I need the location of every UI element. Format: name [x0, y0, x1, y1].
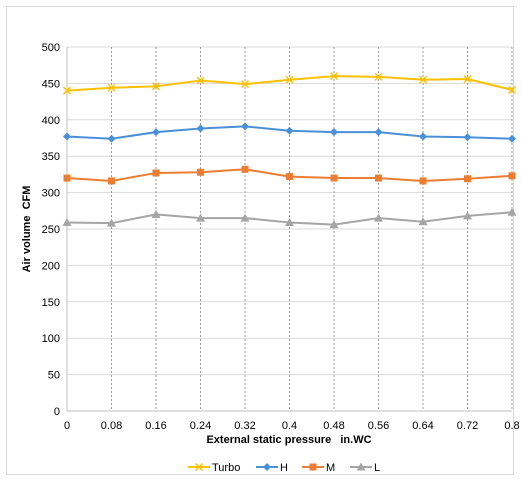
data-point-h [374, 128, 383, 137]
data-point-h [152, 128, 160, 137]
data-point-m [375, 174, 382, 182]
data-point-m [197, 168, 204, 176]
legend-marker-turbo [194, 462, 204, 472]
data-point-m [330, 174, 338, 182]
data-point-l [374, 213, 383, 222]
axes-layer [66, 47, 512, 412]
data-point-h [463, 133, 472, 142]
data-point-turbo [418, 75, 428, 84]
data-point-h [508, 134, 516, 143]
data-point-h [241, 122, 249, 131]
legend-marker-h [263, 463, 271, 471]
labels-layer: 0 50 100 150 200 250 300 350 400 450 500 0 0.08 0.16 0… [42, 42, 520, 432]
data-point-h [285, 126, 294, 135]
data-point-l [507, 207, 517, 216]
y-tick-label: 400 [42, 115, 60, 127]
y-axis-title: Air volume CFM [21, 186, 33, 273]
y-tick-label: 0 [54, 406, 60, 418]
data-point-m [419, 177, 427, 185]
legend-item-h: H [256, 462, 288, 474]
data-point-l [62, 217, 72, 226]
data-point-turbo [196, 76, 205, 85]
x-tick-label: 0.64 [412, 420, 433, 432]
data-point-l [151, 209, 161, 218]
data-point-turbo [463, 75, 472, 84]
x-tick-label: 0.56 [368, 420, 389, 432]
data-point-turbo [374, 72, 383, 81]
x-axis-title: External static pressure in.WC [206, 434, 371, 446]
series-m [63, 165, 516, 185]
y-tick-label: 300 [42, 188, 60, 200]
data-point-l [240, 213, 250, 222]
x-tick-label: 0 [64, 420, 70, 432]
chart-frame [6, 6, 514, 475]
x-tick-label: 0.4 [282, 420, 297, 432]
data-point-h [107, 134, 116, 143]
x-tick-label: 0.48 [323, 420, 344, 432]
legend-label-turbo: Turbo [212, 462, 240, 474]
y-tick-label: 100 [42, 333, 60, 345]
legend-marker-l [356, 462, 366, 471]
y-tick-label: 50 [48, 370, 60, 382]
data-point-turbo [151, 82, 161, 91]
y-tick-label: 350 [42, 151, 60, 163]
data-point-h [196, 124, 205, 133]
grid-layer [67, 46, 513, 411]
data-point-h [330, 128, 338, 137]
legend-marker-m [309, 463, 317, 471]
legend-item-turbo: Turbo [188, 462, 240, 474]
y-tick-label: 500 [42, 42, 60, 54]
x-tick-label: 0.16 [145, 420, 166, 432]
data-point-turbo [507, 85, 517, 94]
data-point-l [107, 218, 116, 227]
data-point-turbo [329, 72, 339, 81]
data-point-l [463, 211, 472, 220]
legend-label-m: M [326, 462, 335, 474]
series-h [63, 122, 516, 143]
data-point-m [508, 172, 516, 180]
legend-item-m: M [302, 462, 335, 474]
data-point-m [241, 165, 249, 173]
data-point-turbo [285, 75, 294, 84]
x-tick-label: 0.32 [234, 420, 255, 432]
data-point-l [285, 217, 294, 226]
y-tick-label: 200 [42, 260, 60, 272]
data-point-h [419, 132, 427, 141]
data-point-turbo [240, 80, 250, 89]
legend-label-h: H [280, 462, 288, 474]
data-point-m [108, 177, 115, 185]
data-point-turbo [107, 83, 116, 92]
data-point-l [196, 213, 205, 222]
legend-label-l: L [374, 462, 380, 474]
data-point-m [464, 175, 471, 183]
y-tick-label: 150 [42, 297, 60, 309]
y-tick-label: 250 [42, 224, 60, 236]
data-point-turbo [62, 86, 72, 95]
y-tick-label: 450 [42, 78, 60, 90]
x-tick-label: 0.08 [101, 420, 122, 432]
legend-item-l: L [350, 462, 380, 474]
x-tick-label: 0.72 [457, 420, 478, 432]
data-point-m [152, 169, 160, 177]
data-point-h [63, 132, 71, 141]
series-layer [62, 72, 517, 229]
x-tick-label: 0.24 [190, 420, 211, 432]
x-tick-label: 0.8 [504, 420, 519, 432]
data-point-l [418, 217, 428, 226]
data-point-m [63, 174, 71, 182]
data-point-l [329, 220, 339, 229]
series-l [62, 207, 517, 229]
series-turbo [62, 72, 517, 95]
legend: Turbo H M L [188, 462, 380, 474]
data-point-m [286, 173, 293, 181]
